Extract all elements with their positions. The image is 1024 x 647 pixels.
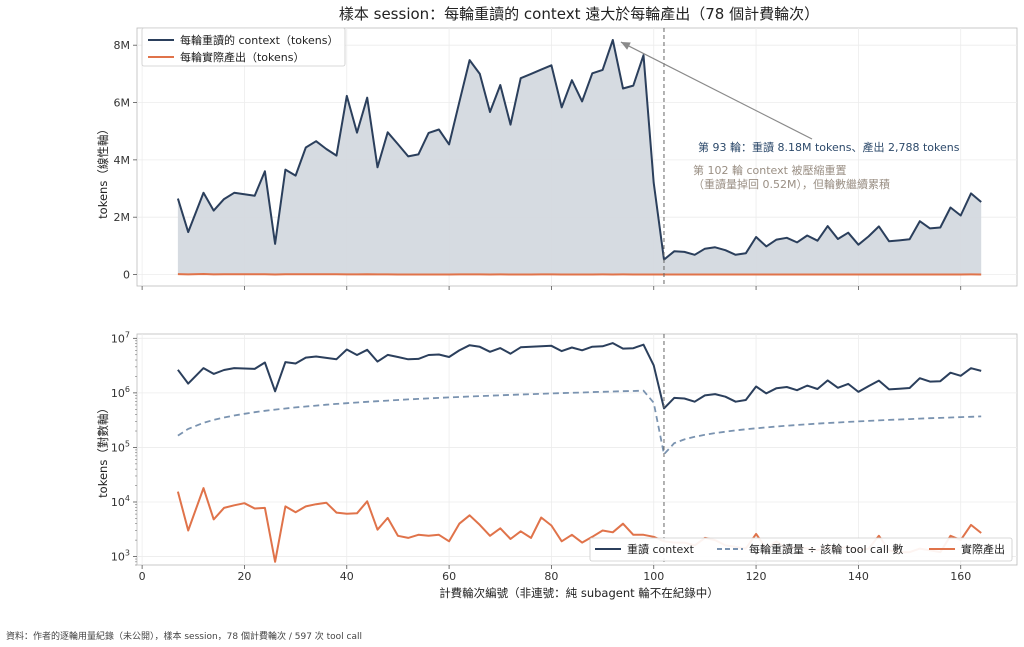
- bottom-legend-frame: [589, 537, 1013, 562]
- x-tick-label: 120: [746, 570, 767, 583]
- reread-area-fill: [177, 40, 982, 275]
- top-annotations: 第 93 輪：重讀 8.18M tokens、產出 2,788 tokens 第…: [620, 41, 960, 191]
- top-series: [176, 39, 982, 276]
- legend-label-output: 每輪實際產出（tokens）: [180, 50, 305, 64]
- top-y-ticks: 0 2M 4M 6M 8M: [114, 39, 137, 282]
- top-legend: 每輪重讀的 context（tokens） 每輪實際產出（tokens）: [141, 27, 346, 67]
- x-tick-label: 40: [340, 570, 354, 583]
- annotation-arrowhead: [620, 42, 631, 50]
- top-y-tick-label: 4M: [114, 154, 131, 167]
- bottom-panel-frame: [136, 333, 1018, 566]
- bottom-y-ticks: 103 104 105 106 107: [111, 330, 137, 566]
- annotation-peak: 第 93 輪：重讀 8.18M tokens、產出 2,788 tokens: [698, 140, 960, 154]
- legend-label-reread: 每輪重讀的 context（tokens）: [180, 33, 338, 47]
- top-panel-frame: [136, 27, 1018, 287]
- series-line-reread-log: [177, 342, 982, 410]
- annotation-reset-line2: （重讀量掉回 0.52M），但輪數繼續累積: [693, 177, 890, 191]
- panel-linear: 0 2M 4M 6M 8M 第 93 輪：重讀 8.18M tokens、產出 2,78…: [96, 27, 1018, 290]
- bottom-y-tick-label: 107: [111, 330, 130, 345]
- bottom-legend: 重讀 context 每輪重讀量 ÷ 該輪 tool call 數 實際產出: [589, 537, 1013, 562]
- y-axis-label-linear: tokens（線性軸）: [96, 123, 110, 219]
- legend-label-per-call: 每輪重讀量 ÷ 該輪 tool call 數: [749, 542, 903, 556]
- annotation-reset-line1: 第 102 輪 context 被壓縮重置: [693, 163, 846, 177]
- x-tick-label: 20: [237, 570, 251, 583]
- series-line-per-call: [177, 389, 982, 457]
- x-tick-label: 160: [950, 570, 971, 583]
- bottom-series: [176, 342, 982, 563]
- top-x-ticks: [141, 286, 962, 290]
- bottom-y-tick-label: 106: [111, 385, 130, 400]
- source-note: 資料：作者的逐輪用量紀錄（未公開），樣本 session，78 個計費輪次 / …: [6, 632, 363, 642]
- y-axis-label-log: tokens（對數軸）: [96, 402, 110, 498]
- panel-log: 103 104 105 106 107 0 20 40 60 80 100 120 140 160 重讀…: [96, 330, 1018, 600]
- bottom-y-tick-label: 104: [111, 494, 130, 509]
- x-tick-label: 100: [643, 570, 664, 583]
- top-legend-frame: [141, 27, 346, 67]
- x-tick-label: 140: [848, 570, 869, 583]
- top-y-tick-label: 2M: [114, 211, 131, 224]
- x-tick-label: 0: [139, 570, 146, 583]
- series-line-reread: [176, 39, 982, 261]
- x-tick-label: 60: [442, 570, 456, 583]
- top-y-tick-label: 0: [123, 269, 130, 282]
- series-line-output: [177, 272, 982, 276]
- top-y-tick-label: 6M: [114, 97, 131, 110]
- bottom-y-tick-label: 103: [111, 549, 130, 564]
- legend-label-output-log: 實際產出: [961, 542, 1005, 556]
- x-axis-label: 計費輪次編號（非連號：純 subagent 輪不在紀錄中）: [439, 586, 719, 600]
- x-tick-label: 80: [544, 570, 558, 583]
- legend-label-reread-log: 重讀 context: [627, 542, 695, 556]
- bottom-y-tick-label: 105: [111, 439, 130, 454]
- bottom-x-ticks: 0 20 40 60 80 100 120 140 160: [139, 565, 971, 583]
- top-y-tick-label: 8M: [114, 39, 131, 52]
- chart-title: 樣本 session：每輪重讀的 context 遠大於每輪產出（78 個計費輪…: [339, 5, 819, 23]
- annotation-arrow: [620, 41, 813, 140]
